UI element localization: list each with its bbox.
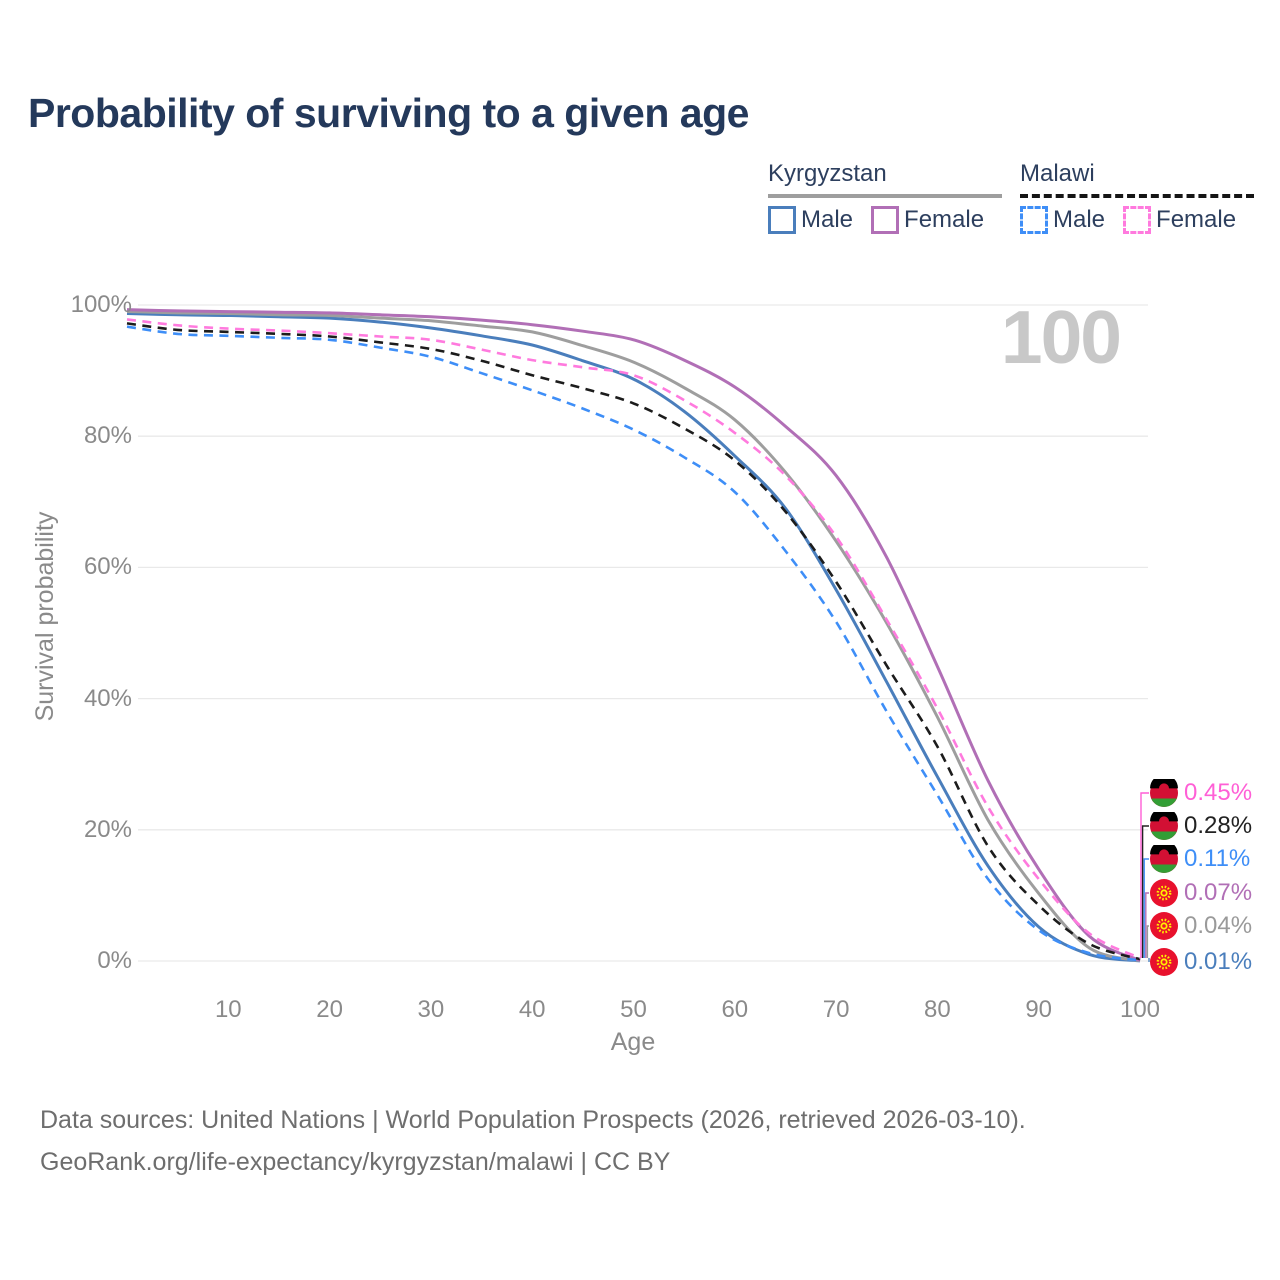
legend-item-label: Female <box>1156 206 1237 233</box>
series-line-kyrgyzstan-female <box>126 308 1141 962</box>
kyrgyzstan-flag-icon <box>1150 948 1178 976</box>
legend-item-malawi-female[interactable]: Female <box>1123 206 1236 234</box>
x-tick-label-100: 100 <box>1119 996 1161 1023</box>
legend-item-label: Female <box>904 206 985 233</box>
x-tick-label-60: 60 <box>721 996 749 1023</box>
legend-item-malawi-male[interactable]: Male <box>1020 206 1105 234</box>
end-label-value: 0.04% <box>1184 912 1253 939</box>
x-tick-label-80: 80 <box>924 996 951 1023</box>
legend-item-kyrgyzstan-male[interactable]: Male <box>768 206 853 234</box>
malawi-flag-icon <box>1150 774 1178 807</box>
end-label-row-malawi-both-sexes: 0.28% <box>1150 807 1253 840</box>
malawi-female-swatch-icon <box>1123 206 1152 234</box>
age-watermark: 100 <box>1000 295 1122 379</box>
malawi-dashed-line-swatch <box>1020 194 1255 198</box>
end-label-row-kyrgyzstan-female: 0.07% <box>1150 879 1252 907</box>
legend-country-kyrgyzstan: Kyrgyzstan <box>768 160 887 187</box>
series-line-kyrgyzstan-both-sexes <box>126 310 1141 963</box>
end-label-connector <box>1146 925 1149 958</box>
series-line-kyrgyzstan-male <box>126 312 1141 963</box>
legend-item-label: Male <box>1053 206 1106 233</box>
end-label-row-kyrgyzstan-male: 0.01% <box>1150 948 1252 976</box>
y-tick-label-100%: 100% <box>70 291 132 318</box>
kyrgyzstan-female-swatch-icon <box>871 206 900 234</box>
end-label-connector <box>1140 792 1149 958</box>
x-tick-label-20: 20 <box>316 996 343 1023</box>
end-label-connector <box>1141 825 1149 958</box>
series-line-malawi-male <box>126 325 1141 962</box>
series-line-malawi-both-sexes <box>126 322 1141 961</box>
end-label-row-kyrgyzstan-both-sexes: 0.04% <box>1150 912 1252 940</box>
x-tick-label-10: 10 <box>214 996 242 1023</box>
series-line-malawi-female <box>126 318 1141 960</box>
end-label-value: 0.07% <box>1184 879 1253 906</box>
legend-item-label: Male <box>801 206 854 233</box>
y-tick-label-60%: 60% <box>83 553 132 581</box>
end-label-value: 0.45% <box>1184 779 1253 806</box>
legend-item-kyrgyzstan-female[interactable]: Female <box>871 206 984 234</box>
x-tick-label-50: 50 <box>620 996 647 1023</box>
legend-country-malawi: Malawi <box>1020 160 1095 187</box>
kyrgyzstan-solid-line-swatch <box>768 194 1003 198</box>
x-axis-title: Age <box>610 1028 656 1056</box>
x-tick-label-90: 90 <box>1025 996 1053 1023</box>
y-tick-label-20%: 20% <box>83 815 132 843</box>
end-label-connector <box>1143 858 1149 958</box>
end-label-value: 0.11% <box>1184 845 1251 872</box>
malawi-flag-icon <box>1150 840 1178 873</box>
end-label-value: 0.28% <box>1184 812 1253 839</box>
x-tick-label-70: 70 <box>822 996 850 1023</box>
end-label-connector <box>1145 892 1149 958</box>
malawi-male-swatch-icon <box>1020 206 1048 234</box>
end-label-row-malawi-male: 0.11% <box>1150 840 1251 873</box>
end-label-value: 0.01% <box>1184 948 1253 975</box>
attribution-link: GeoRank.org/life-expectancy/kyrgyzstan/m… <box>40 1148 671 1176</box>
x-tick-label-40: 40 <box>518 996 546 1023</box>
malawi-flag-icon <box>1150 807 1178 840</box>
kyrgyzstan-flag-icon <box>1150 912 1178 940</box>
page-title: Probability of surviving to a given age <box>28 90 749 136</box>
kyrgyzstan-flag-icon <box>1150 879 1178 907</box>
y-tick-label-80%: 80% <box>83 422 132 450</box>
legend-group-malawi: Malawi Male Female <box>1020 160 1255 234</box>
end-label-row-malawi-female: 0.45% <box>1150 774 1253 807</box>
y-tick-label-0%: 0% <box>97 947 132 974</box>
kyrgyzstan-male-swatch-icon <box>768 206 796 234</box>
data-sources-text: Data sources: United Nations | World Pop… <box>40 1106 1026 1134</box>
y-tick-label-40%: 40% <box>83 684 132 712</box>
legend-group-kyrgyzstan: Kyrgyzstan Male Female <box>768 160 1003 234</box>
x-tick-label-30: 30 <box>417 996 445 1023</box>
